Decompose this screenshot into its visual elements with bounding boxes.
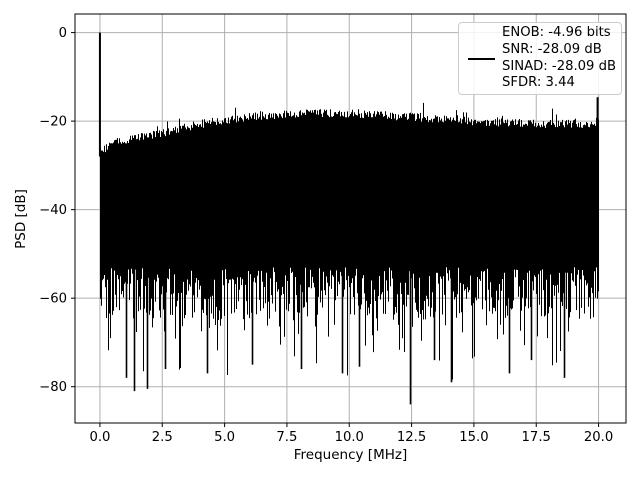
legend: ENOB: -4.96 bits SNR: -28.09 dB SINAD: -…: [458, 22, 622, 95]
legend-entry-snr: SNR: -28.09 dB: [502, 41, 602, 57]
y-tick-label: −20: [39, 115, 67, 130]
x-tick-label: 12.5: [397, 430, 426, 445]
y-tick-label: −60: [39, 292, 67, 307]
psd-deep-nulls: [125, 262, 566, 405]
x-tick-label: 2.5: [152, 430, 173, 445]
y-axis-label: PSD [dB]: [13, 189, 29, 249]
legend-entries: ENOB: -4.96 bits SNR: -28.09 dB SINAD: -…: [502, 25, 616, 92]
x-tick-label: 20.0: [584, 430, 613, 445]
axes-spines: [74, 13, 627, 424]
x-axis-label: Frequency [MHz]: [293, 447, 408, 463]
y-tick-label: −80: [39, 380, 67, 395]
y-tick-label: −40: [39, 203, 67, 218]
legend-entry-sinad: SINAD: -28.09 dB: [502, 58, 617, 74]
x-tick-label: 0.0: [89, 430, 110, 445]
x-tick-label: 10.0: [335, 430, 364, 445]
legend-line-swatch: [468, 57, 495, 60]
y-tick-label: 0: [59, 26, 67, 41]
x-tick-label: 17.5: [522, 430, 551, 445]
x-tick-label: 7.5: [276, 430, 297, 445]
x-tick-label: 5.0: [214, 430, 235, 445]
x-tick-label: 15.0: [459, 430, 488, 445]
legend-entry-sfdr: SFDR: 3.44: [502, 75, 575, 91]
psd-noise-band: [100, 102, 599, 388]
legend-entry-enob: ENOB: -4.96 bits: [502, 24, 611, 40]
